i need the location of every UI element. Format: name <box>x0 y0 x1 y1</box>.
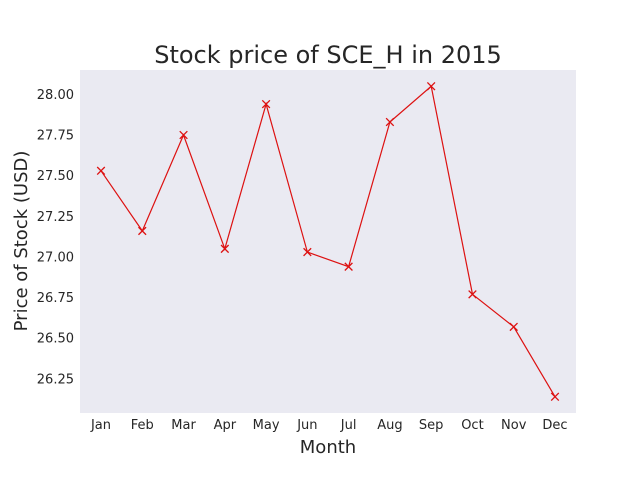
y-tick-label: 27.75 <box>37 129 74 144</box>
x-tick-label: Mar <box>171 418 196 433</box>
x-tick-label: May <box>253 418 280 433</box>
x-tick-label: Jun <box>296 418 317 433</box>
x-tick-label: Jan <box>90 418 111 433</box>
y-tick-label: 27.25 <box>37 210 74 225</box>
x-tick-label: Sep <box>419 418 444 433</box>
data-point-marker <box>220 244 230 254</box>
data-point-marker <box>179 130 188 140</box>
data-point-marker <box>344 262 353 271</box>
x-tick-label: Aug <box>377 418 402 433</box>
y-tick-label: 26.50 <box>37 332 74 347</box>
data-point-marker <box>303 247 312 257</box>
x-tick-label: Dec <box>542 418 567 433</box>
series-line-group <box>96 81 560 402</box>
y-tick-label: 26.25 <box>37 372 74 387</box>
x-axis-label: Month <box>300 437 356 458</box>
data-point-marker <box>96 166 106 176</box>
data-point-marker <box>261 99 271 109</box>
y-tick-label: 26.75 <box>37 291 74 306</box>
x-tick-label: Nov <box>501 418 527 433</box>
chart-title: Stock price of SCE_H in 2015 <box>154 41 502 69</box>
y-axis-label: Price of Stock (USD) <box>11 151 32 332</box>
x-axis-ticks: Jan Feb Mar Apr May Jun Jul Aug Sep Oct Nov Dec <box>90 418 568 433</box>
y-axis-ticks: 26.25 26.50 26.75 27.00 27.25 27.50 27.75 28.00 <box>37 88 74 387</box>
data-point-marker <box>468 290 477 299</box>
data-point-marker <box>138 226 147 236</box>
x-tick-label: Oct <box>461 418 483 433</box>
data-point-marker <box>509 322 518 332</box>
y-tick-label: 27.00 <box>37 250 74 265</box>
x-tick-label: Feb <box>131 418 154 433</box>
y-tick-label: 27.50 <box>37 169 74 184</box>
y-tick-label: 28.00 <box>37 88 74 103</box>
data-point-marker <box>385 117 395 127</box>
data-point-marker <box>426 81 436 91</box>
data-point-marker <box>550 392 560 402</box>
x-tick-label: Apr <box>214 418 237 433</box>
plot-area <box>80 70 576 413</box>
x-tick-label: Jul <box>340 418 357 433</box>
series-line <box>100 85 556 398</box>
